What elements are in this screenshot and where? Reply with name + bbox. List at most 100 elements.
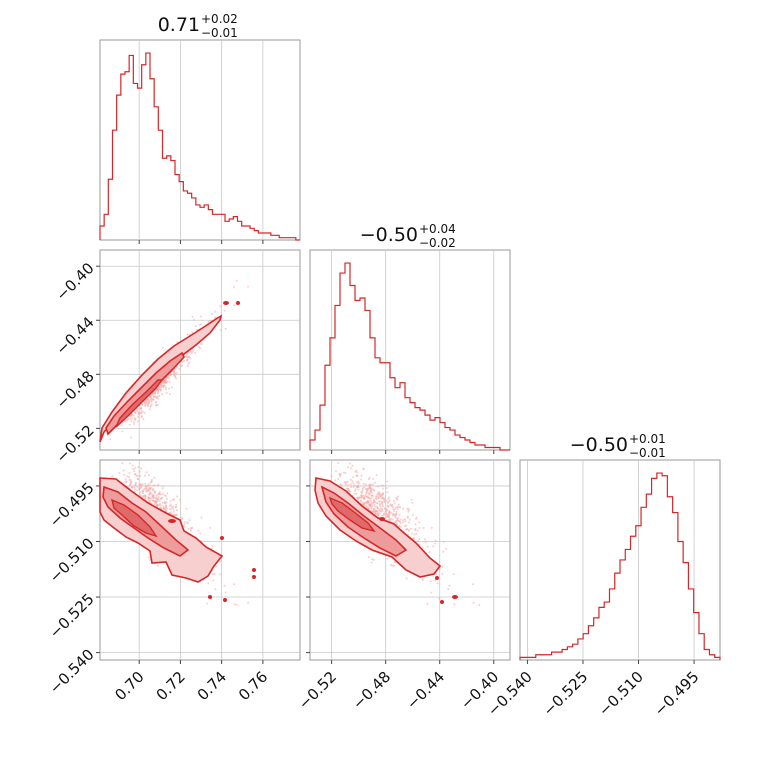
scatter-point <box>175 505 178 508</box>
scatter-point <box>472 601 475 604</box>
scatter-point <box>384 507 387 510</box>
scatter-point <box>392 500 395 503</box>
scatter-point <box>363 486 365 489</box>
scatter-point <box>129 484 131 487</box>
scatter-point <box>180 365 183 367</box>
scatter-point <box>129 418 132 421</box>
scatter-point <box>344 483 347 486</box>
scatter-point <box>139 474 142 477</box>
scatter-point <box>399 522 402 525</box>
x-tick-label: 0.72 <box>153 668 189 704</box>
scatter-point <box>185 354 188 357</box>
hist-panel-param1-frame <box>99 39 301 241</box>
scatter-point <box>352 476 355 479</box>
scatter-point <box>128 423 131 426</box>
contours-p2-p3 <box>314 477 458 604</box>
scatter-point <box>141 403 144 406</box>
scatter-point <box>137 415 140 418</box>
scatter-point <box>160 386 163 389</box>
scatter-point <box>156 504 159 506</box>
scatter-point <box>211 573 214 576</box>
scatter-point <box>121 430 124 433</box>
scatter-point <box>247 285 250 288</box>
scatter-point <box>156 498 158 501</box>
scatter-point <box>176 495 179 498</box>
scatter-point <box>139 491 142 493</box>
scatter-point <box>155 496 158 499</box>
scatter-point <box>192 318 195 321</box>
scatter-point <box>148 496 151 499</box>
scatter-point <box>388 511 391 514</box>
scatter-point <box>153 395 155 398</box>
x-tick-label: −0.495 <box>651 668 703 720</box>
scatter-point <box>405 577 408 580</box>
scatter-point <box>152 487 155 490</box>
scatter-point <box>353 484 356 487</box>
scatter-point <box>130 486 133 488</box>
scatter-point <box>161 492 164 495</box>
scatter-point <box>194 351 197 354</box>
scatter-point <box>366 506 369 509</box>
scatter-point <box>123 481 126 484</box>
scatter-point <box>136 408 139 410</box>
scatter-point <box>134 473 137 476</box>
scatter-point <box>154 404 157 407</box>
scatter-point <box>367 502 370 505</box>
scatter-point <box>399 526 402 528</box>
scatter-point <box>370 487 373 490</box>
scatter-point <box>162 386 165 389</box>
scatter-point <box>391 518 394 521</box>
scatter-point <box>144 482 147 485</box>
scatter-point <box>209 526 212 529</box>
scatter-point <box>132 414 135 417</box>
scatter-point <box>158 491 161 494</box>
scatter-point <box>434 579 437 582</box>
scatter-point <box>144 474 147 477</box>
scatter-point <box>385 513 388 516</box>
scatter-point <box>377 513 380 516</box>
scatter-point <box>354 470 357 473</box>
scatter-point <box>149 405 152 408</box>
scatter-point <box>430 526 433 529</box>
scatter-point <box>379 495 382 498</box>
contour-blob <box>252 568 256 572</box>
scatter-point <box>392 513 394 516</box>
scatter-point <box>189 350 192 353</box>
scatter-point <box>172 510 175 513</box>
scatter-point <box>161 346 164 349</box>
y-tick-label: −0.44 <box>52 313 97 358</box>
scatter-point <box>137 411 140 414</box>
x-tick-label: −0.525 <box>539 668 591 720</box>
scatter-point <box>233 603 236 606</box>
scatter-point <box>398 513 401 516</box>
scatter-point <box>361 495 364 498</box>
scatter-point <box>147 474 150 477</box>
scatter-point <box>206 602 208 605</box>
title-param1-value: 0.71 <box>158 14 200 36</box>
scatter-point <box>213 316 216 319</box>
scatter-point <box>140 416 143 419</box>
scatter-point <box>374 481 376 484</box>
scatter-point <box>175 372 178 375</box>
scatter-point <box>382 487 384 490</box>
scatter-point <box>170 505 173 508</box>
scatter-point <box>370 561 373 564</box>
scatter-point <box>150 480 153 483</box>
scatter-point <box>390 564 393 567</box>
scatter-point <box>137 478 139 481</box>
scatter-point <box>374 497 377 500</box>
scatter-point <box>357 485 360 488</box>
title-param3: −0.50 +0.01 −0.01 <box>570 432 666 460</box>
scatter-point <box>366 487 369 490</box>
y-tick-label: −0.510 <box>46 534 98 586</box>
scatter-point <box>186 333 189 336</box>
scatter-point <box>215 565 218 568</box>
scatter-point <box>159 502 161 505</box>
scatter-point <box>338 473 341 476</box>
scatter-point <box>407 510 410 513</box>
scatter-point <box>395 510 398 513</box>
scatter-point <box>173 370 176 373</box>
scatter-point <box>140 486 143 489</box>
scatter-point <box>191 527 194 529</box>
scatter-point <box>390 511 393 514</box>
